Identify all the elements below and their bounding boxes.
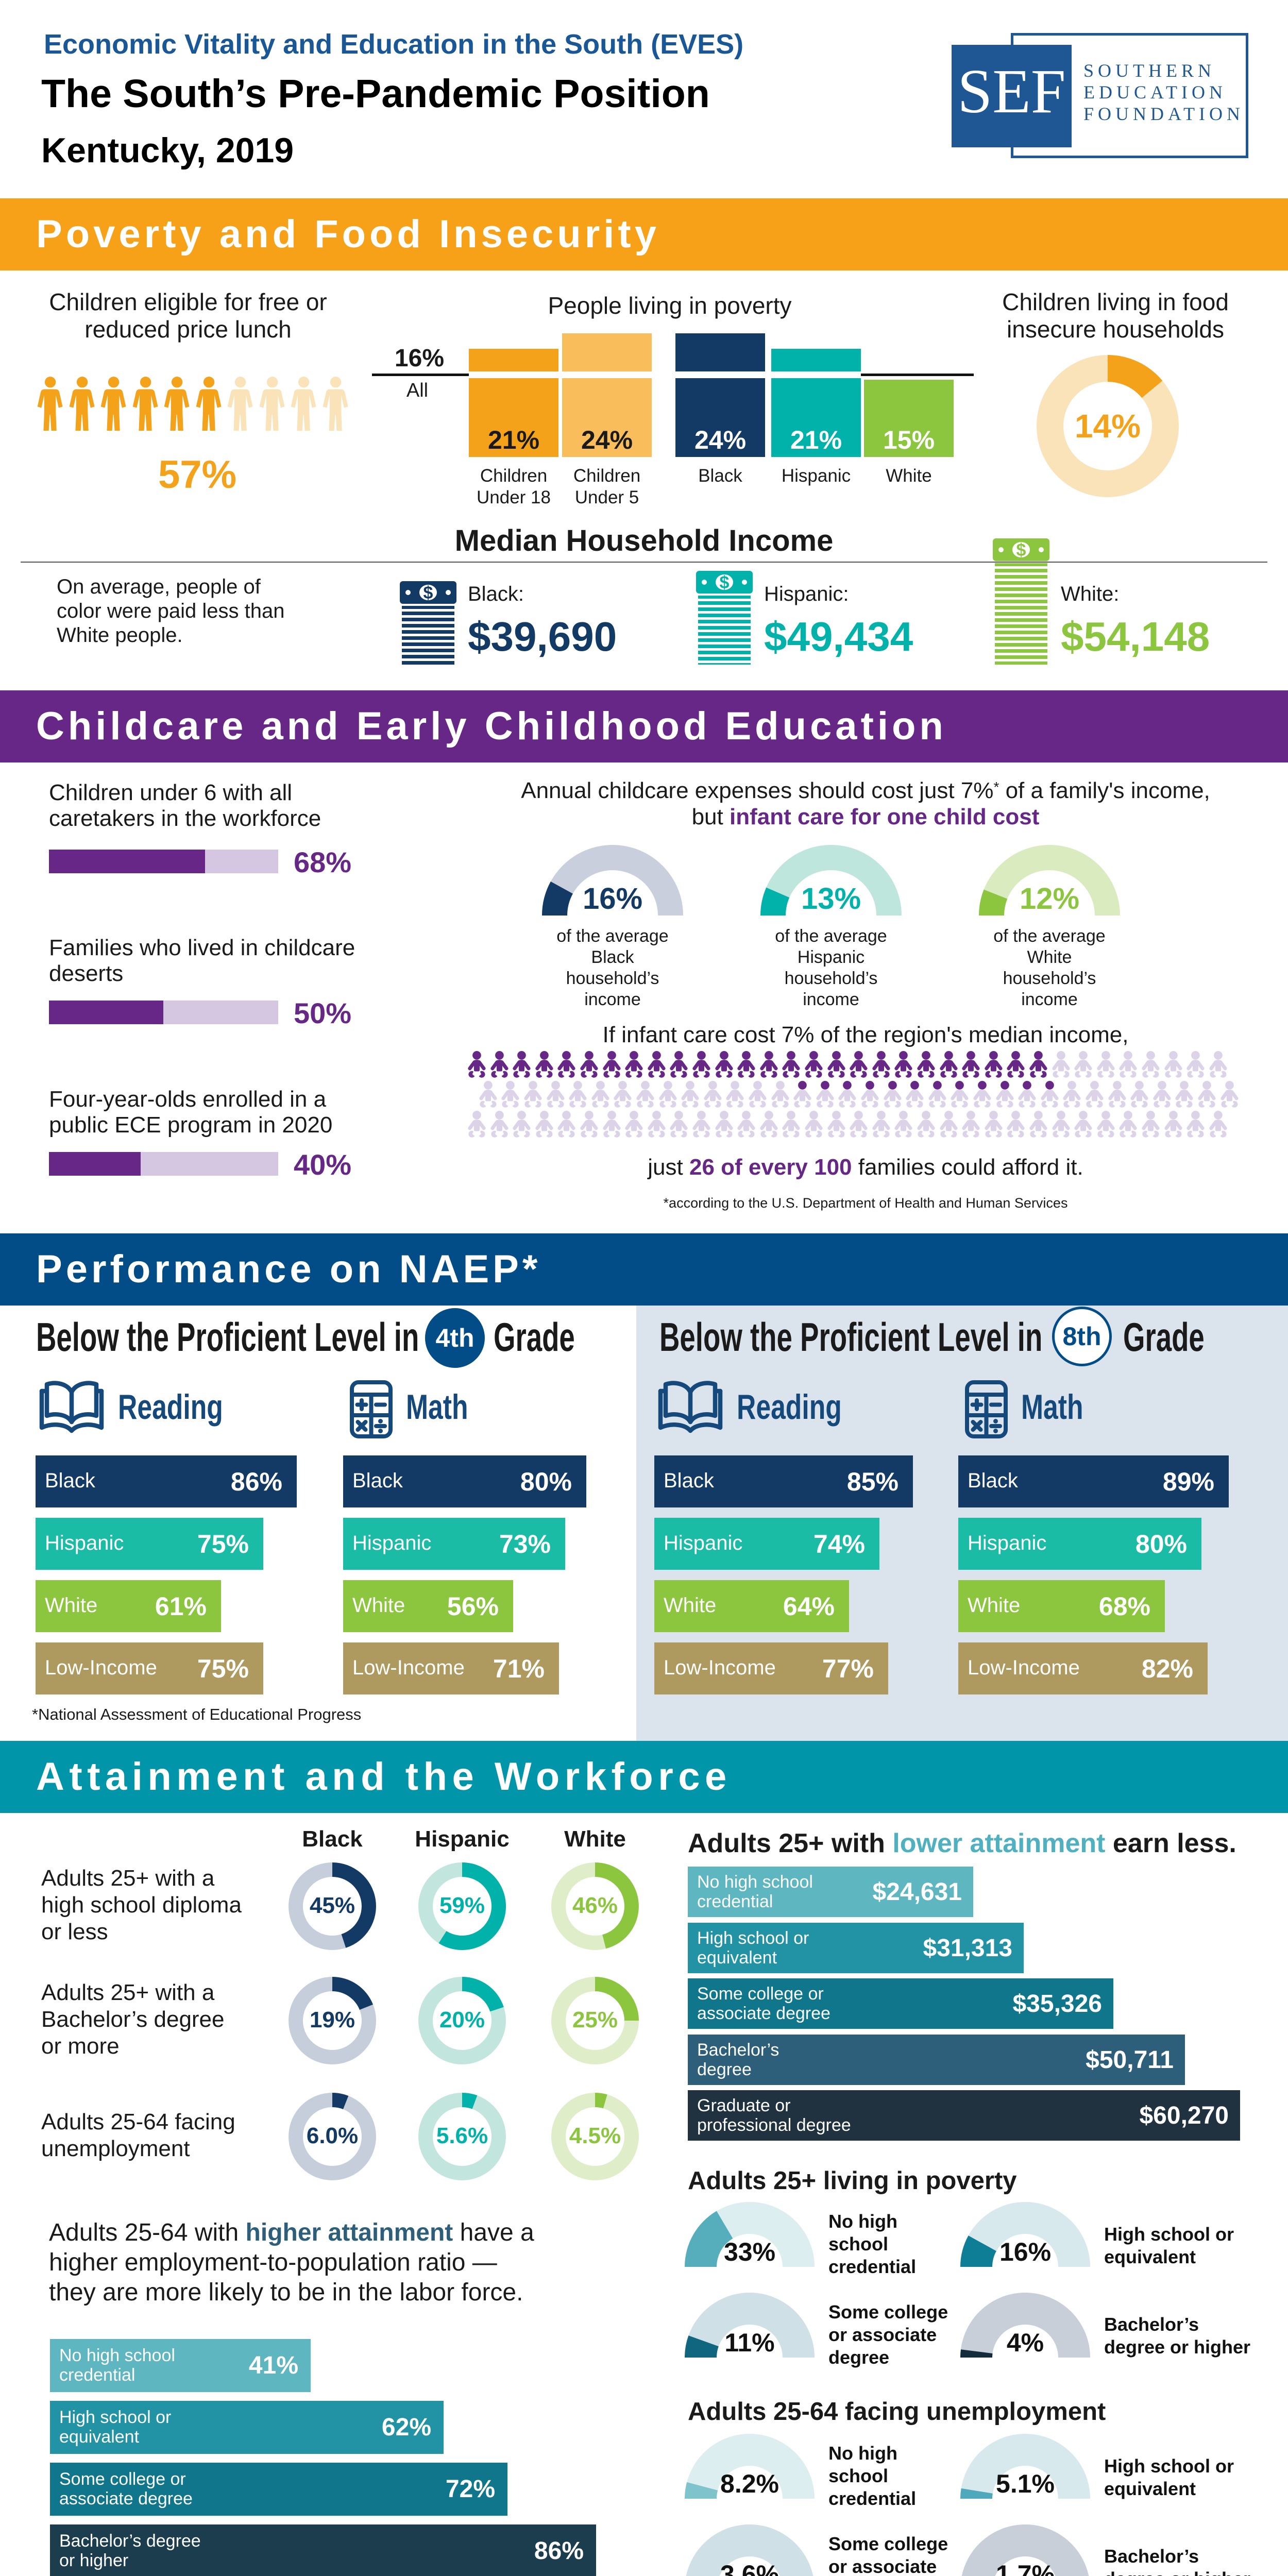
svg-text:$: $ <box>720 573 730 592</box>
svg-text:$: $ <box>1016 540 1026 560</box>
svg-text:$: $ <box>423 583 433 603</box>
